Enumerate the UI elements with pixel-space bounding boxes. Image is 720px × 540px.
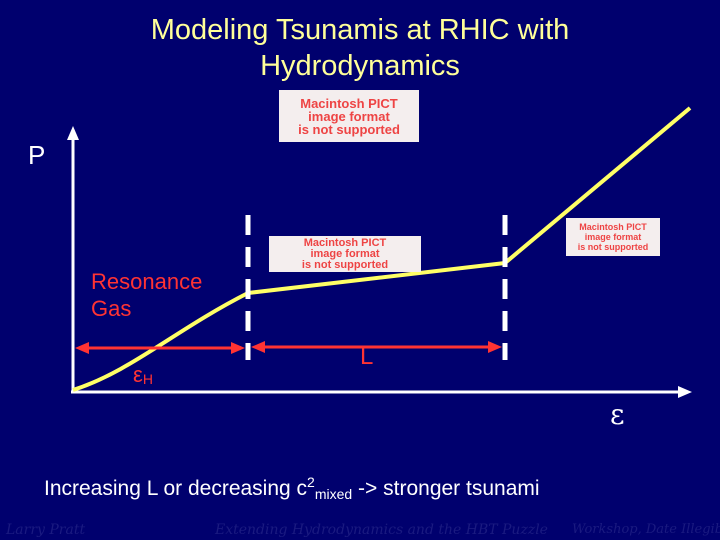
unsupported-image-placeholder-top: Macintosh PICT image format is not suppo… bbox=[279, 90, 419, 142]
footer-talk-title: Extending Hydrodynamics and the HBT Puzz… bbox=[215, 522, 548, 538]
slide-title: Modeling Tsunamis at RHIC with Hydrodyna… bbox=[80, 12, 640, 84]
latent-heat-arrowhead-left bbox=[251, 341, 265, 353]
epsilon-h-arrowhead-right bbox=[231, 342, 245, 354]
placeholder-text: is not supported bbox=[301, 258, 389, 271]
conclusion-superscript: 2 bbox=[307, 474, 315, 490]
x-axis-arrowhead bbox=[678, 386, 692, 398]
y-axis-arrowhead bbox=[67, 126, 79, 140]
title-line-1: Modeling Tsunamis at RHIC with bbox=[150, 14, 570, 46]
energy-density-axis-label: ε bbox=[610, 398, 625, 431]
conclusion-subscript: mixed bbox=[314, 486, 353, 502]
unsupported-image-placeholder-middle: Macintosh PICT image format is not suppo… bbox=[269, 236, 421, 272]
resonance-gas-label: Resonance Gas bbox=[91, 268, 202, 322]
placeholder-text: Macintosh PICT bbox=[579, 222, 647, 232]
epsilon-h-subscript: H bbox=[142, 371, 153, 387]
placeholder-text: is not supported bbox=[298, 121, 400, 137]
placeholder-text: image format bbox=[584, 232, 642, 242]
title-line-2: Hydrodynamics bbox=[260, 50, 460, 82]
epsilon-h-label: εH bbox=[133, 362, 153, 388]
epsilon-h-arrowhead-left bbox=[75, 342, 89, 354]
resonance-gas-label-line-1: Resonance bbox=[91, 269, 203, 294]
placeholder-text: Macintosh PICT bbox=[300, 95, 398, 111]
placeholder-text: Macintosh PICT bbox=[303, 236, 387, 249]
conclusion-text-start: Increasing L or decreasing c bbox=[44, 477, 308, 500]
latent-heat-label: L bbox=[360, 343, 374, 370]
epsilon-h-symbol: ε bbox=[133, 362, 143, 387]
conclusion-text-end: -> stronger tsunami bbox=[352, 477, 540, 500]
pressure-axis-label: P bbox=[28, 140, 46, 170]
unsupported-image-placeholder-right: Macintosh PICT image format is not suppo… bbox=[566, 218, 660, 256]
footer-author: Larry Pratt bbox=[6, 522, 86, 538]
placeholder-text: image format bbox=[308, 108, 390, 124]
pressure-curve bbox=[72, 106, 692, 392]
latent-heat-arrowhead-right bbox=[488, 341, 502, 353]
footer-venue: Workshop, Date Illegible bbox=[572, 522, 720, 537]
resonance-gas-label-line-2: Gas bbox=[91, 296, 132, 321]
placeholder-text: is not supported bbox=[577, 242, 649, 252]
placeholder-text: image format bbox=[310, 247, 380, 260]
conclusion-text: Increasing L or decreasing c2mixed -> st… bbox=[44, 474, 540, 502]
